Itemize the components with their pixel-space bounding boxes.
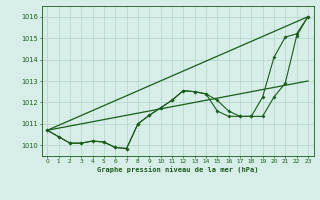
X-axis label: Graphe pression niveau de la mer (hPa): Graphe pression niveau de la mer (hPa) bbox=[97, 167, 258, 173]
